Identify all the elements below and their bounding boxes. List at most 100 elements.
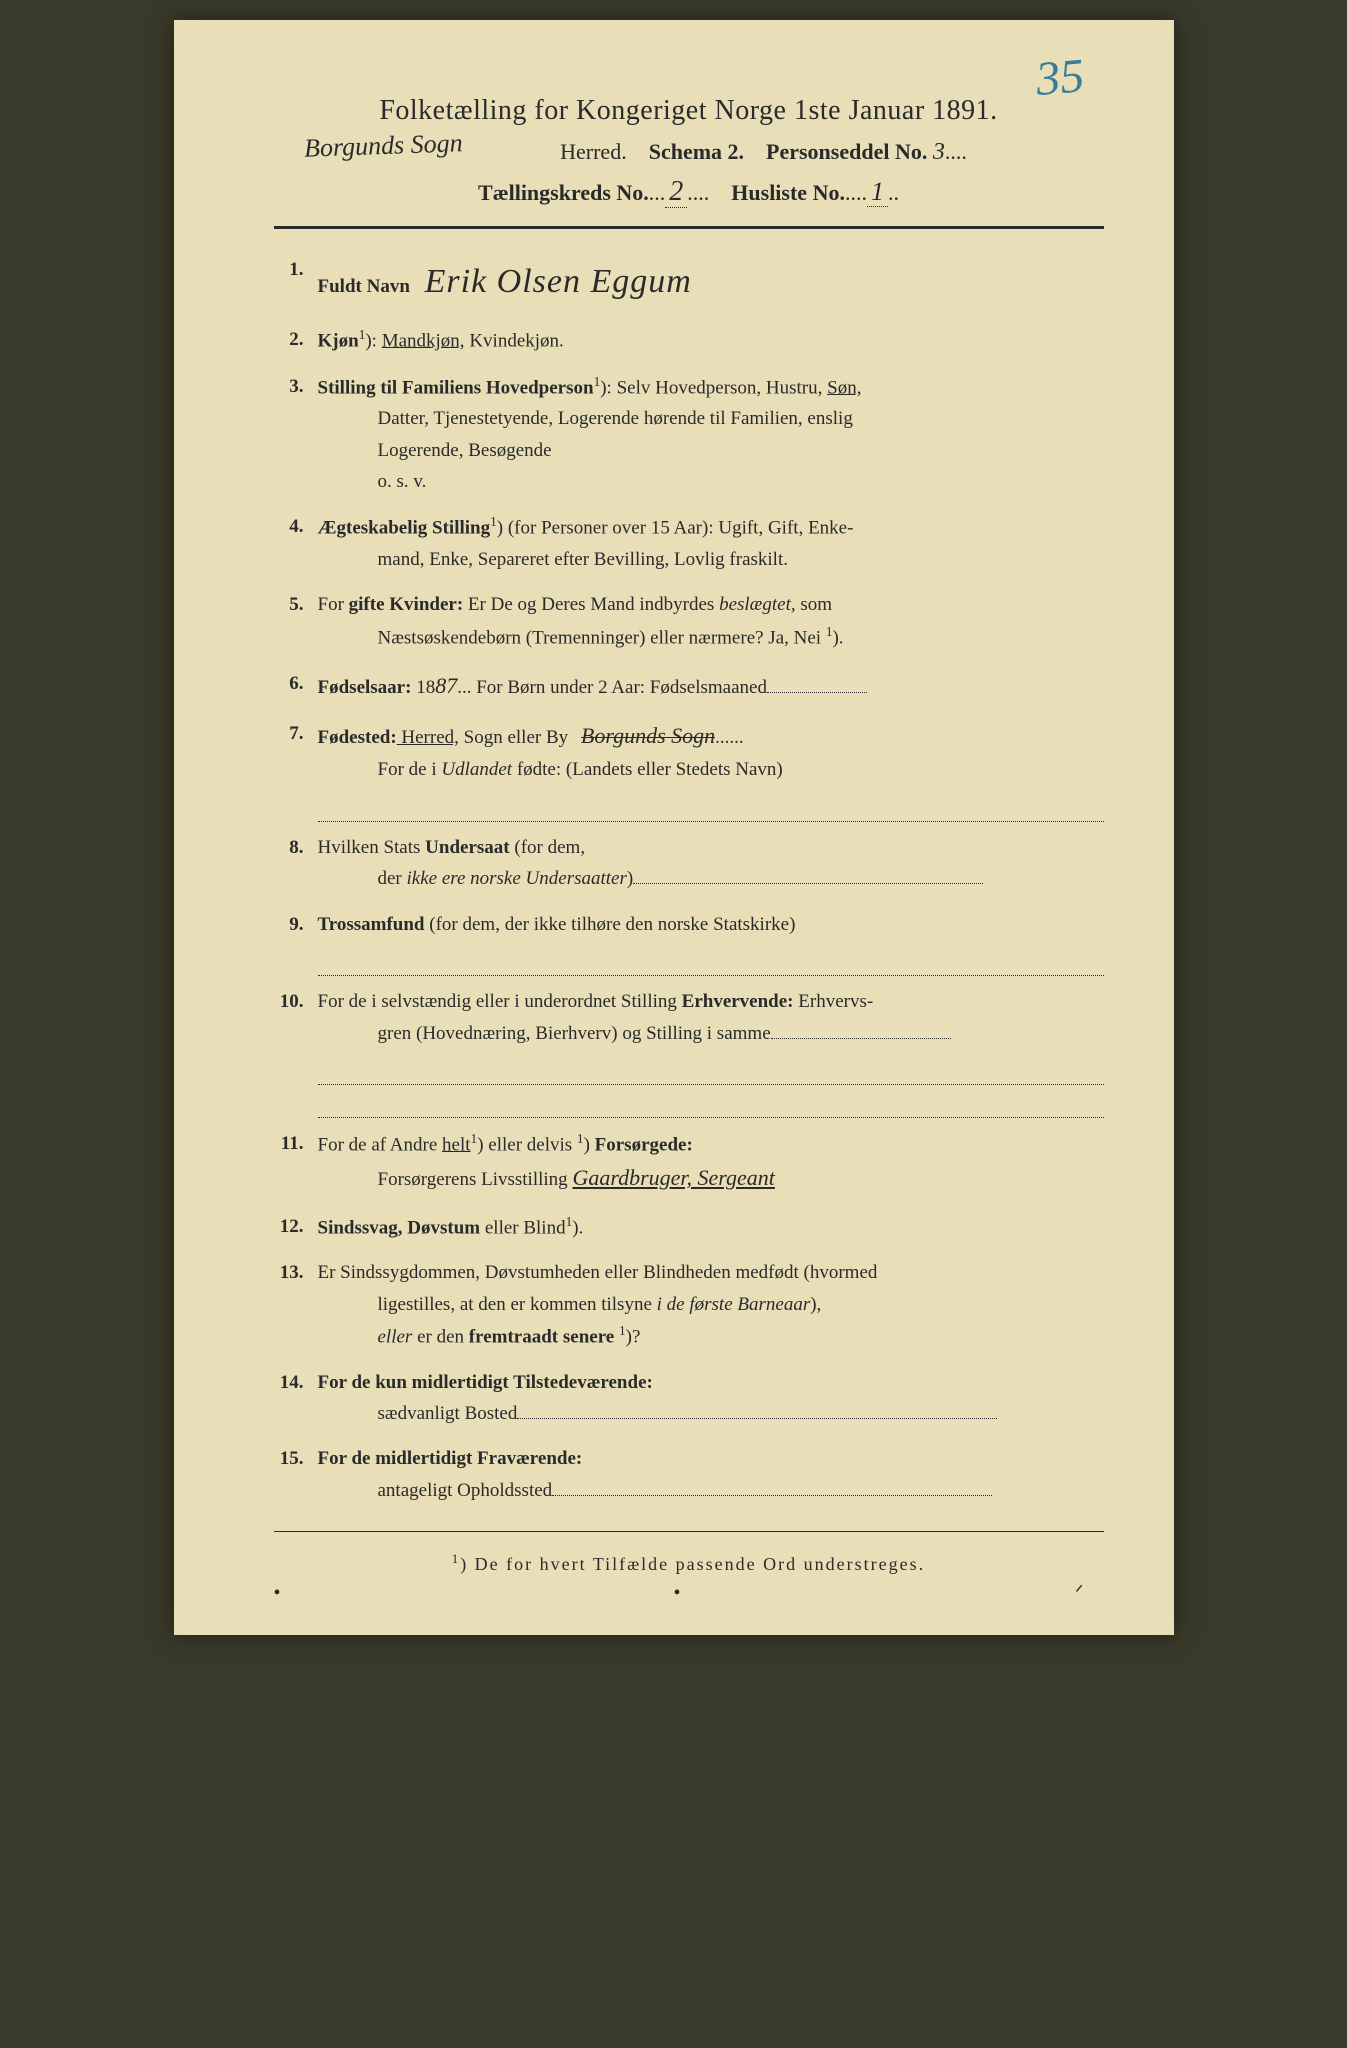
label-r14: For de kun midlertidigt Tilstedeværende:: [318, 1372, 653, 1393]
label-sindssvag: Sindssvag, Døvstum: [318, 1217, 481, 1238]
r10-dotted2: [318, 1095, 1104, 1117]
provider-occupation-hw: Gaardbruger, Sergeant: [572, 1165, 774, 1190]
r8-line1: Hvilken Stats: [318, 837, 426, 858]
r14-line2: sædvanligt Bosted: [318, 1398, 1104, 1429]
r10-bold: Erhvervende:: [682, 991, 794, 1012]
row-3-relation: 3. Stilling til Familiens Hovedperson1):…: [274, 371, 1104, 498]
row-num-8: 8.: [274, 832, 318, 863]
label-gifte-kvinder: gifte Kvinder:: [349, 594, 464, 615]
main-title: Folketælling for Kongeriget Norge 1ste J…: [274, 95, 1104, 127]
row-num-6: 6.: [274, 668, 318, 699]
row-num-9: 9.: [274, 909, 318, 940]
header-line-2: Tællingskreds No....2.... Husliste No...…: [274, 176, 1104, 208]
divider-top: [274, 226, 1104, 229]
row-7-birthplace: 7. Fødested: Herred, Sogn eller By Borgu…: [274, 718, 1104, 786]
row-num-1: 1.: [274, 254, 318, 285]
row-num-15: 15.: [274, 1443, 318, 1474]
r11-a: For de af Andre: [318, 1134, 443, 1155]
r3-line4: o. s. v.: [318, 466, 1104, 497]
footnote-sup: 1: [452, 1552, 460, 1566]
r11-bold: Forsørgede:: [595, 1134, 693, 1155]
r5-rest1: Er De og Deres Mand indbyrdes: [463, 594, 719, 615]
row-2-sex: 2. Kjøn1): Mandkjøn, Kvindekjøn.: [274, 324, 1104, 357]
row-num-3: 3.: [274, 371, 318, 402]
row-1-name: 1. Fuldt Navn Erik Olsen Eggum: [274, 254, 1104, 310]
r9-rest: (for dem, der ikke tilhøre den norske St…: [425, 914, 796, 935]
label-fuldt-navn: Fuldt Navn: [318, 276, 410, 297]
r12-end: ).: [572, 1217, 583, 1238]
r15-line2: antageligt Opholdssted: [318, 1475, 1104, 1506]
dot-left: •: [274, 1582, 281, 1605]
row-13-disability-onset: 13. Er Sindssygdommen, Døvstumheden elle…: [274, 1257, 1104, 1352]
footnote: 1) De for hvert Tilfælde passende Ord un…: [274, 1552, 1104, 1575]
r11-b: ) eller delvis: [477, 1134, 577, 1155]
birthyear-hw: 87: [435, 673, 457, 698]
r8-bold: Undersaat: [425, 837, 509, 858]
r10-line1: For de i selvstændig eller i underordnet…: [318, 991, 682, 1012]
r7-line2: For de i Udlandet fødte: (Landets eller …: [318, 754, 1104, 785]
census-form-page: 35 Folketælling for Kongeriget Norge 1st…: [174, 20, 1174, 1635]
r13-line3: eller er den fremtraadt senere 1)?: [318, 1320, 1104, 1353]
schema-label: Schema 2.: [649, 139, 744, 164]
row-8-citizenship: 8. Hvilken Stats Undersaat (for dem, der…: [274, 832, 1104, 895]
row-num-7: 7.: [274, 718, 318, 749]
husliste-label: Husliste No.: [731, 180, 845, 205]
r5-line2: Næstsøskendebørn (Tremenninger) eller næ…: [318, 621, 1104, 654]
birthplace-hw: Borgunds Sogn: [581, 723, 715, 748]
row-15-temp-absent: 15. For de midlertidigt Fraværende: anta…: [274, 1443, 1104, 1506]
row-num-10: 10.: [274, 986, 318, 1017]
label-fodselsaar: Fødselsaar:: [318, 677, 412, 698]
divider-bottom: [274, 1531, 1104, 1532]
footnote-text: ) De for hvert Tilfælde passende Ord und…: [460, 1554, 925, 1574]
row-num-4: 4.: [274, 511, 318, 542]
r7-dotted: [318, 799, 1104, 821]
row-num-13: 13.: [274, 1257, 318, 1288]
r11-helt: helt: [442, 1134, 471, 1155]
row-10-occupation: 10. For de i selvstændig eller i underor…: [274, 986, 1104, 1049]
r3-line2: Datter, Tjenestetyende, Logerende hørend…: [318, 403, 1104, 434]
r11-line2: Forsørgerens Livsstilling Gaardbruger, S…: [318, 1160, 1104, 1196]
r3-line1: ): Selv Hovedperson, Hustru,: [600, 377, 827, 398]
r4-rest1: ) (for Personer over 15 Aar): Ugift, Gif…: [497, 518, 854, 539]
r5-prefix: For: [318, 594, 349, 615]
row-num-12: 12.: [274, 1211, 318, 1242]
r10-rest: Erhvervs-: [794, 991, 874, 1012]
r8-rest: (for dem,: [510, 837, 585, 858]
row-num-5: 5.: [274, 589, 318, 620]
row-5-married-women: 5. For gifte Kvinder: Er De og Deres Man…: [274, 589, 1104, 653]
r11-c: ): [584, 1134, 595, 1155]
row-6-birthyear: 6. Fødselsaar: 1887... For Børn under 2 …: [274, 668, 1104, 704]
r12-rest: eller Blind: [480, 1217, 565, 1238]
r6-rest: ... For Børn under 2 Aar: Fødselsmaaned: [457, 677, 767, 698]
header-line-1: Borgunds Sogn Herred. Schema 2. Personse…: [274, 139, 1104, 166]
page-number-handwritten: 35: [1033, 48, 1086, 107]
birthmonth-blank: [767, 674, 867, 693]
personseddel-no-hw: 3: [933, 139, 945, 165]
row-12-disability: 12. Sindssvag, Døvstum eller Blind1).: [274, 1211, 1104, 1244]
dot-mid: •: [674, 1582, 681, 1605]
full-name-hw: Erik Olsen Eggum: [425, 263, 692, 300]
herred-handwritten: Borgunds Sogn: [303, 128, 463, 164]
r7-herred: Herred,: [397, 727, 459, 748]
row-9-religion: 9. Trossamfund (for dem, der ikke tilhør…: [274, 909, 1104, 940]
kjon-options: : Mandkjøn, Kvindekjøn.: [372, 330, 564, 351]
r3-son: Søn,: [827, 377, 861, 398]
r7-rest: Sogn eller By: [459, 727, 568, 748]
row-num-14: 14.: [274, 1367, 318, 1398]
label-stilling: Stilling til Familiens Hovedperson: [318, 377, 594, 398]
sup-1: 1: [359, 327, 366, 342]
row-11-supported: 11. For de af Andre helt1) eller delvis …: [274, 1128, 1104, 1197]
personseddel-label: Personseddel No.: [766, 139, 927, 164]
r5-italic: beslægtet,: [719, 594, 796, 615]
label-kjon: Kjøn: [318, 330, 359, 351]
r6-year-prefix: 18: [411, 677, 435, 698]
label-trossamfund: Trossamfund: [318, 914, 425, 935]
r4-line2: mand, Enke, Separeret efter Bevilling, L…: [318, 544, 1104, 575]
r8-line2: der ikke ere norske Undersaatter): [318, 863, 1104, 894]
dot-right: ᐟ: [1075, 1580, 1083, 1605]
row-num-11: 11.: [274, 1128, 318, 1159]
r5-rest2: som: [796, 594, 832, 615]
row-4-marital: 4. Ægteskabelig Stilling1) (for Personer…: [274, 511, 1104, 575]
label-fodested: Fødested:: [318, 727, 397, 748]
herred-label: Herred.: [560, 139, 627, 164]
